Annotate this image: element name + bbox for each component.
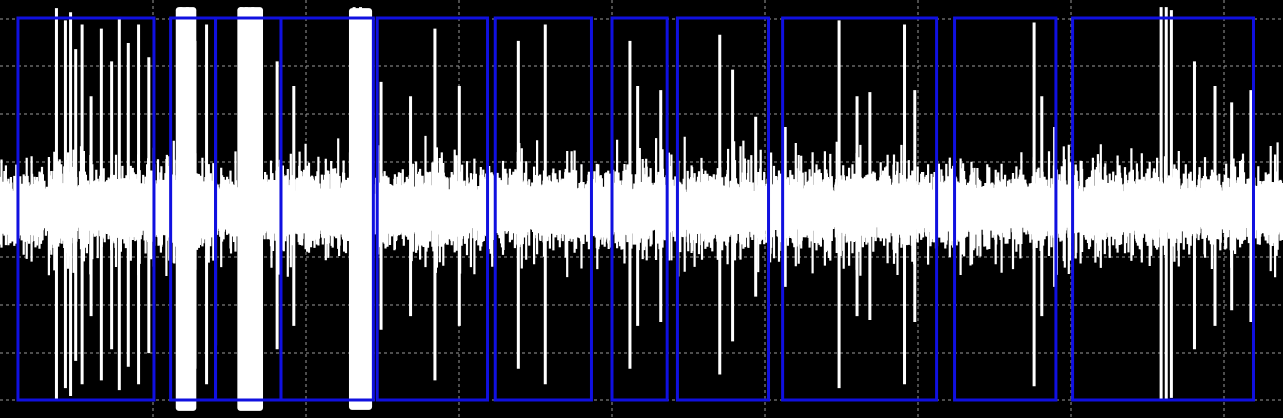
segment-box — [781, 16, 939, 402]
segment-box — [1071, 16, 1255, 402]
segment-box — [16, 16, 156, 402]
segment-box — [675, 16, 771, 402]
segment-box — [610, 16, 669, 402]
segment-box — [279, 16, 375, 402]
signal-waveform — [0, 7, 1283, 411]
signal-dense-burst — [237, 7, 264, 411]
segment-boxes — [16, 16, 1255, 402]
segment-box — [493, 16, 593, 402]
signal-noise-trace — [0, 135, 1283, 278]
signal-dense-burst — [175, 7, 197, 411]
signal-dense-burst — [348, 8, 373, 410]
segment-box — [953, 16, 1058, 402]
segment-box — [375, 16, 490, 402]
